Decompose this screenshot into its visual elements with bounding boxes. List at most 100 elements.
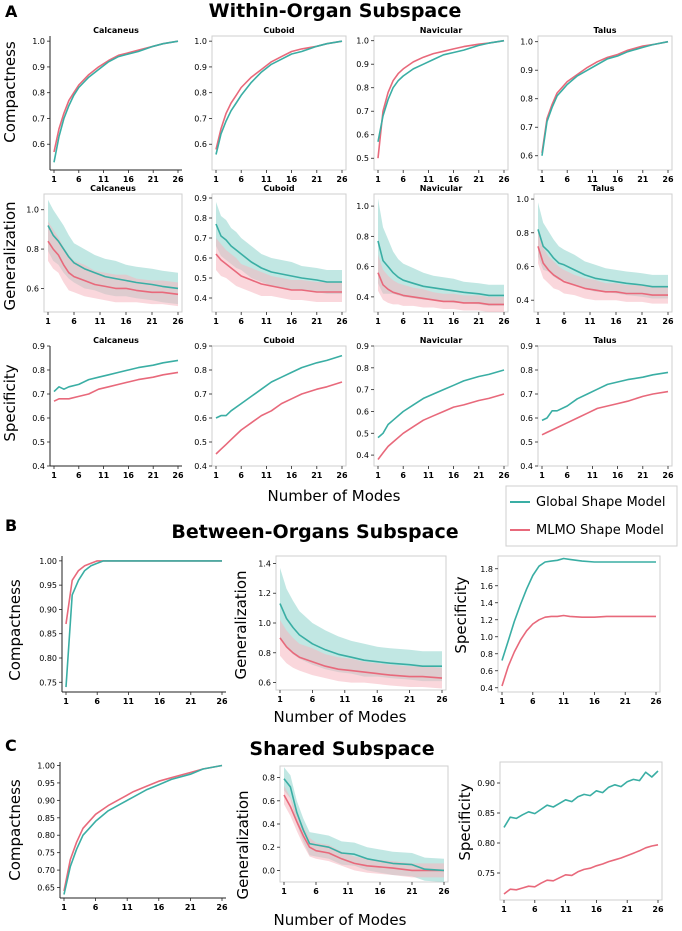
plot-title: Calcaneus [93,336,139,345]
x-tick-label: 26 [662,471,674,480]
plot-frame [537,345,673,467]
x-tick-label: 11 [587,175,599,184]
x-tick-label: 6 [313,887,319,896]
band-mlmo [378,254,504,312]
y-tick-label: 0.7 [520,390,533,399]
y-tick-label: 0.8 [356,364,369,373]
x-tick-label: 11 [342,887,354,896]
series-line-global [63,764,223,895]
c-xlabel: Number of Modes [274,911,407,929]
y-tick-label: 1.0 [520,38,533,47]
x-tick-label: 6 [76,471,82,480]
x-tick-label: 1 [213,317,219,326]
b-ylabel-specificity: Specificity [452,576,470,653]
x-tick-label: 21 [473,471,485,480]
series-line-mlmo [377,272,504,306]
y-tick-label: 0.95 [37,779,55,788]
x-tick-label: 16 [448,471,460,480]
x-axis-label-a: Number of Modes [268,487,401,505]
series-line-mlmo [53,371,179,402]
band-mlmo [48,221,178,307]
x-tick-label: 26 [172,317,184,326]
x-tick-label: 26 [650,697,662,706]
x-tick-label: 16 [591,905,603,914]
band-mlmo [216,238,342,302]
y-tick-label: 0.6 [32,414,45,423]
x-tick-label: 11 [98,175,110,184]
x-tick-label: 26 [336,317,348,326]
y-tick-label: 0.9 [32,342,45,351]
x-tick-label: 1 [61,903,67,912]
y-tick-label: 0.8 [520,366,533,375]
series-line-mlmo [377,39,505,159]
x-tick-label: 16 [123,471,135,480]
x-tick-label: 1 [281,887,287,896]
chart-c_comp: 0.650.700.750.800.850.900.951.001 6 11 16 21… [37,761,228,912]
x-tick-label: 16 [612,471,624,480]
x-tick-label: 6 [532,905,538,914]
y-tick-label: 0.5 [194,438,207,447]
x-tick-label: 11 [587,471,599,480]
y-tick-label: 1.0 [194,37,207,46]
band-mlmo [280,620,442,689]
band-global [378,198,504,306]
series-line-global [53,40,179,163]
x-tick-label: 26 [662,317,674,326]
y-tick-label: 0.4 [480,684,493,693]
x-tick-label: 26 [336,471,348,480]
x-tick-label: 16 [448,317,460,326]
plot-title: Cuboid [263,336,295,345]
series-line-mlmo [215,381,343,455]
x-tick-label: 16 [153,903,165,912]
x-tick-label: 6 [400,471,406,480]
x-tick-label: 6 [94,697,100,706]
y-tick-label: 1.6 [480,582,493,591]
y-tick-label: 0.7 [356,386,369,395]
x-tick-label: 1 [375,175,381,184]
y-tick-label: 0.8 [32,89,45,98]
plots: 0.60.70.80.91.01 6 11 16 21 26Calcaneus0.60.7… [26,26,674,914]
y-tick-label: 0.8 [356,84,369,93]
y-tick-label: 0.8 [516,229,529,238]
x-tick-label: 21 [636,317,648,326]
x-tick-label: 16 [123,175,135,184]
y-tick-label: 0.90 [39,605,57,614]
series-line-global [537,229,668,288]
y-tick-label: 0.4 [356,451,369,460]
y-tick-label: 1.0 [516,195,529,204]
y-tick-label: 0.80 [477,839,495,848]
x-tick-label: 21 [622,905,634,914]
row-label-compactness: Compactness [1,41,19,143]
x-tick-label: 26 [498,317,510,326]
series-line-global [279,603,442,668]
y-tick-label: 0.6 [356,263,369,272]
b-ylabel-generalization: Generalization [232,570,250,679]
y-tick-label: 0.7 [194,234,207,243]
x-tick-label: 1 [213,175,219,184]
x-tick-label: 16 [286,471,298,480]
y-tick-label: 0.8 [194,214,207,223]
x-tick-label: 21 [185,697,197,706]
y-tick-label: 0.6 [520,414,533,423]
y-tick-label: 0.8 [258,649,271,658]
series-line-global [377,369,505,439]
y-tick-label: 0.6 [194,414,207,423]
y-tick-label: 0.6 [194,254,207,263]
x-tick-label: 26 [436,695,448,704]
y-tick-label: 1.0 [32,37,45,46]
series-line-global [65,560,222,688]
y-tick-label: 0.9 [520,66,533,75]
y-tick-label: 0.9 [520,342,533,351]
y-tick-label: 0.70 [37,866,55,875]
chart-c_spec: 0.750.800.850.901 6 11 16 21 26 [477,761,664,914]
plot-frame [373,193,509,313]
y-tick-label: 0.9 [356,60,369,69]
y-tick-label: 0.8 [356,232,369,241]
section-c-title: Shared Subspace [249,738,434,760]
x-tick-label: 11 [261,175,273,184]
